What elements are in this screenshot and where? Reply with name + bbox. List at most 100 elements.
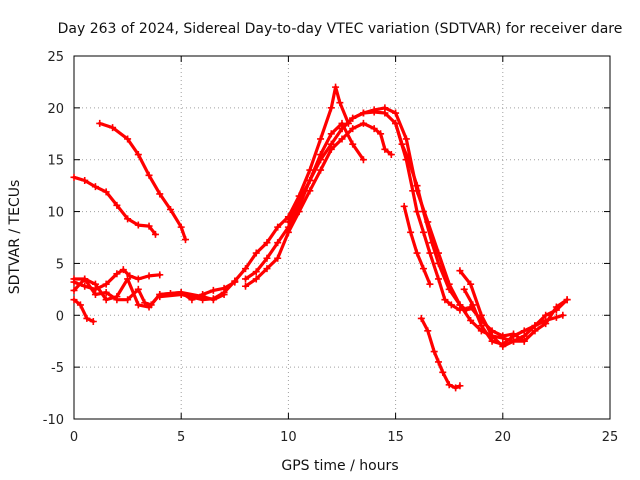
data-point: [263, 265, 271, 273]
data-point: [428, 239, 436, 247]
data-point: [488, 337, 496, 345]
data-point: [460, 285, 468, 293]
data-point: [387, 151, 395, 159]
data-point: [349, 140, 357, 148]
data-point: [145, 171, 153, 179]
data-point: [177, 291, 185, 299]
data-point: [177, 223, 185, 231]
data-point: [409, 187, 417, 195]
series-trace-1: [70, 173, 159, 238]
data-point: [359, 156, 367, 164]
data-point: [349, 114, 357, 122]
y-tick-label: 0: [56, 309, 64, 324]
data-point: [439, 368, 447, 376]
data-point: [349, 125, 357, 133]
x-tick-label: 15: [387, 430, 404, 445]
data-point: [327, 104, 335, 112]
data-point: [419, 265, 427, 273]
data-point: [338, 135, 346, 143]
data-point: [559, 311, 567, 319]
data-point: [467, 316, 475, 324]
data-point: [434, 259, 442, 267]
data-point: [151, 230, 159, 238]
data-point: [426, 280, 434, 288]
y-tick-label: -10: [43, 413, 64, 428]
data-point: [336, 99, 344, 107]
x-tick-label: 0: [70, 430, 78, 445]
data-point: [447, 301, 455, 309]
data-point: [209, 295, 217, 303]
data-point: [70, 296, 78, 304]
data-point: [81, 275, 89, 283]
data-point: [284, 218, 292, 226]
data-point: [419, 208, 427, 216]
data-point: [231, 277, 239, 285]
data-point: [552, 303, 560, 311]
data-point: [392, 119, 400, 127]
data-point: [220, 288, 228, 296]
series-line: [340, 110, 526, 343]
series-line: [72, 277, 226, 309]
data-point: [76, 301, 84, 309]
data-point: [145, 303, 153, 311]
data-point: [400, 202, 408, 210]
y-tick-label: 20: [47, 102, 64, 117]
data-point: [413, 249, 421, 257]
y-tick-label: 10: [47, 206, 64, 221]
y-tick-label: -5: [51, 361, 64, 376]
series-line: [243, 121, 393, 288]
series-trace-3: [70, 296, 97, 326]
data-point: [113, 293, 121, 301]
data-point: [424, 327, 432, 335]
data-point: [327, 140, 335, 148]
data-point: [456, 306, 464, 314]
series-line: [394, 121, 462, 312]
data-point: [263, 254, 271, 262]
data-point: [102, 280, 110, 288]
data-point: [359, 119, 367, 127]
series-trace-12: [392, 119, 464, 314]
y-axis-label: SDTVAR / TECUs: [7, 180, 23, 295]
data-point: [166, 205, 174, 213]
data-point: [89, 318, 97, 326]
data-point: [531, 322, 539, 330]
data-point: [407, 228, 415, 236]
data-point: [430, 348, 438, 356]
data-point: [317, 156, 325, 164]
data-layer: [70, 83, 571, 392]
data-point: [102, 188, 110, 196]
series-trace-2: [96, 119, 189, 244]
data-point: [102, 288, 110, 296]
data-point: [327, 130, 335, 138]
y-tick-label: 25: [47, 50, 64, 65]
data-point: [274, 254, 282, 262]
data-point: [542, 316, 550, 324]
data-point: [426, 249, 434, 257]
data-point: [377, 130, 385, 138]
data-point: [70, 275, 78, 283]
series-trace-7: [156, 83, 352, 304]
data-point: [417, 314, 425, 322]
x-tick-label: 10: [280, 430, 297, 445]
data-point: [456, 382, 464, 390]
data-point: [402, 156, 410, 164]
data-point: [91, 183, 99, 191]
series-line: [72, 298, 95, 324]
data-point: [134, 285, 142, 293]
data-point: [124, 135, 132, 143]
series-trace-6: [70, 275, 228, 311]
data-point: [134, 275, 142, 283]
series-trace-16: [460, 285, 567, 348]
data-point: [520, 327, 528, 335]
data-point: [83, 314, 91, 322]
data-point: [209, 286, 217, 294]
data-point: [70, 286, 78, 294]
plot-frame: [73, 55, 611, 420]
data-point: [306, 176, 314, 184]
data-point: [359, 109, 367, 117]
data-point: [81, 282, 89, 290]
data-point: [370, 108, 378, 116]
data-point: [456, 267, 464, 275]
data-point: [338, 125, 346, 133]
